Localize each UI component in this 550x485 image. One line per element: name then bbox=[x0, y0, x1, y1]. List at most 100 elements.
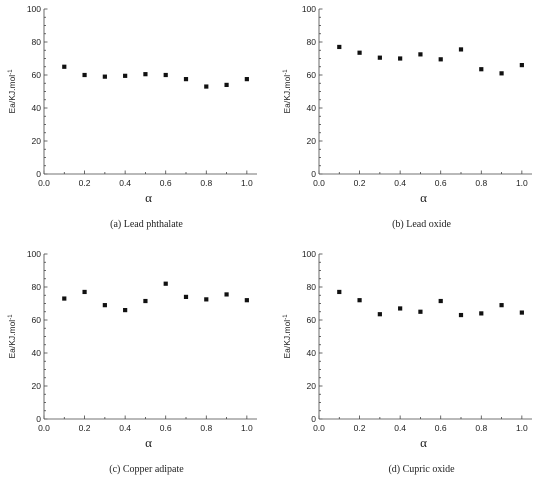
x-axis-label: α bbox=[420, 190, 427, 205]
data-point bbox=[479, 311, 484, 316]
data-point bbox=[438, 57, 443, 62]
data-point bbox=[62, 296, 67, 301]
x-tick-label: 1.0 bbox=[516, 423, 528, 433]
x-tick-label: 0.0 bbox=[313, 178, 325, 188]
y-tick-label: 80 bbox=[32, 37, 42, 47]
x-tick-label: 0.0 bbox=[38, 178, 50, 188]
data-point bbox=[82, 289, 87, 295]
data-point bbox=[244, 77, 249, 82]
y-tick-label: 0 bbox=[311, 169, 316, 179]
x-axis-label: α bbox=[145, 190, 152, 205]
x-tick-label: 0.4 bbox=[119, 423, 131, 433]
chart-svg: 0.0 0.2 0.4 0.6 0.8 1.0 0 20 40 60 80 100 Ea/KJ.mol-… bbox=[282, 249, 532, 475]
x-tick-label: 0.4 bbox=[394, 178, 406, 188]
y-axis-label-main: Ea/KJ.mol bbox=[7, 75, 17, 114]
x-tick-label: 0.6 bbox=[160, 423, 172, 433]
x-tick-label: 0.2 bbox=[354, 423, 366, 433]
data-point bbox=[102, 303, 107, 308]
y-axis-label: Ea/KJ.mol-1 bbox=[282, 314, 292, 359]
data-point bbox=[82, 72, 87, 78]
y-tick-label: 60 bbox=[32, 315, 42, 325]
y-tick-label: 40 bbox=[307, 103, 317, 113]
data-point bbox=[143, 72, 148, 77]
y-tick-label: 0 bbox=[36, 169, 41, 179]
y-tick-label: 80 bbox=[307, 282, 317, 292]
y-axis-label: Ea/KJ.mol-1 bbox=[282, 69, 292, 114]
data-point bbox=[123, 308, 128, 313]
data-point bbox=[204, 84, 209, 89]
data-point bbox=[418, 309, 423, 314]
panel-caption: (d) Cupric oxide bbox=[388, 464, 455, 475]
x-tick-label: 0.8 bbox=[200, 178, 212, 188]
x-tick-label: 0.0 bbox=[313, 423, 325, 433]
data-point bbox=[183, 294, 189, 299]
data-point bbox=[398, 56, 403, 61]
data-point bbox=[377, 55, 382, 60]
panel-caption: (b) Lead oxide bbox=[392, 219, 451, 230]
data-point bbox=[183, 77, 189, 82]
y-tick-label: 80 bbox=[307, 37, 317, 47]
data-point bbox=[163, 281, 168, 286]
y-tick-label: 40 bbox=[307, 348, 317, 358]
y-tick-label: 60 bbox=[307, 70, 317, 80]
x-axis-label: α bbox=[420, 435, 427, 450]
panel-cupric-oxide: 0.0 0.2 0.4 0.6 0.8 1.0 0 20 40 60 80 100 Ea/KJ.mol-… bbox=[275, 245, 550, 485]
data-point bbox=[224, 82, 229, 87]
x-tick-label: 0.8 bbox=[475, 178, 487, 188]
data-point bbox=[163, 72, 168, 78]
data-point bbox=[438, 298, 443, 304]
y-axis-label-sup: -1 bbox=[283, 314, 289, 320]
data-point bbox=[337, 289, 342, 295]
data-point bbox=[143, 298, 148, 304]
data-point bbox=[224, 292, 229, 297]
y-tick-label: 100 bbox=[27, 249, 41, 259]
data-point bbox=[458, 312, 464, 318]
data-point bbox=[398, 306, 403, 311]
chart-svg: 0.0 0.2 0.4 0.6 0.8 1.0 0 20 40 60 80 100 Ea/KJ.mol-… bbox=[282, 4, 532, 230]
data-point bbox=[377, 312, 382, 317]
y-tick-label: 60 bbox=[307, 315, 317, 325]
y-axis-label: Ea/KJ.mol-1 bbox=[7, 314, 17, 359]
y-tick-label: 20 bbox=[307, 381, 317, 391]
panel-caption: (c) Copper adipate bbox=[109, 464, 184, 475]
y-axis-label-main: Ea/KJ.mol bbox=[282, 320, 292, 359]
x-tick-label: 0.2 bbox=[79, 178, 91, 188]
x-tick-label: 0.8 bbox=[475, 423, 487, 433]
x-axis-label: α bbox=[145, 435, 152, 450]
chart-svg: 0.0 0.2 0.4 0.6 0.8 1.0 0 20 40 60 80 100 Ea/KJ.mol-… bbox=[7, 4, 257, 230]
y-tick-label: 80 bbox=[32, 282, 42, 292]
data-point bbox=[519, 310, 524, 315]
y-tick-label: 100 bbox=[302, 249, 316, 259]
y-tick-label: 20 bbox=[32, 136, 42, 146]
y-tick-label: 100 bbox=[302, 4, 316, 14]
y-axis-label-main: Ea/KJ.mol bbox=[7, 320, 17, 359]
y-axis-label-main: Ea/KJ.mol bbox=[282, 75, 292, 114]
y-axis-label-sup: -1 bbox=[8, 314, 14, 320]
y-tick-label: 20 bbox=[307, 136, 317, 146]
data-point bbox=[418, 52, 423, 57]
data-point bbox=[479, 67, 484, 72]
x-tick-label: 0.0 bbox=[38, 423, 50, 433]
y-axis-label: Ea/KJ.mol-1 bbox=[7, 69, 17, 114]
data-point bbox=[102, 74, 107, 79]
x-tick-label: 0.4 bbox=[119, 178, 131, 188]
y-tick-label: 40 bbox=[32, 103, 42, 113]
data-point bbox=[123, 73, 128, 78]
y-axis-label-sup: -1 bbox=[8, 69, 14, 75]
data-point bbox=[357, 50, 362, 55]
x-tick-label: 0.6 bbox=[435, 423, 447, 433]
y-axis-label-sup: -1 bbox=[283, 69, 289, 75]
data-point bbox=[337, 44, 342, 50]
panel-caption: (a) Lead phthalate bbox=[110, 219, 183, 230]
y-tick-label: 20 bbox=[32, 381, 42, 391]
y-tick-label: 0 bbox=[311, 414, 316, 424]
x-tick-label: 0.6 bbox=[435, 178, 447, 188]
x-tick-label: 1.0 bbox=[241, 178, 253, 188]
x-tick-label: 0.6 bbox=[160, 178, 172, 188]
y-tick-label: 0 bbox=[36, 414, 41, 424]
data-point bbox=[244, 298, 249, 303]
x-tick-label: 1.0 bbox=[516, 178, 528, 188]
x-tick-label: 0.2 bbox=[354, 178, 366, 188]
panel-lead-phthalate: 0.0 0.2 0.4 0.6 0.8 1.0 0 20 40 60 80 100 Ea/KJ.mol-… bbox=[0, 0, 275, 240]
